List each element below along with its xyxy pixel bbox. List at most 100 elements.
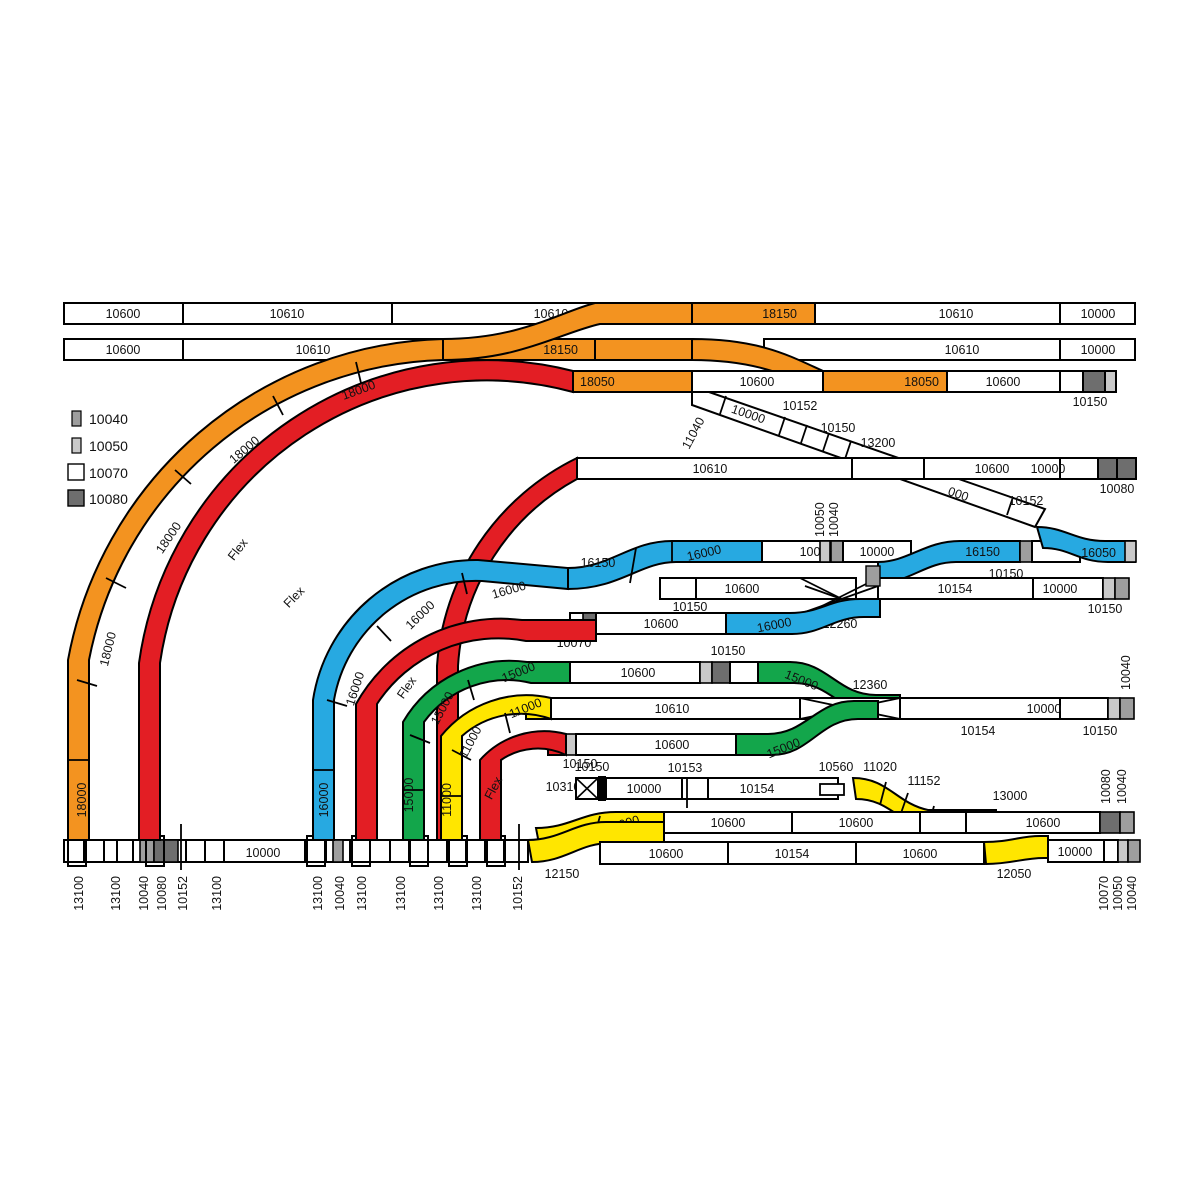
- segment-label: 10610: [939, 307, 974, 321]
- vertical-label-10040: 10040: [137, 876, 151, 911]
- blue-segment-16000[interactable]: [725, 598, 881, 635]
- vertical-label-10080: 10080: [1099, 769, 1113, 804]
- segment-filler[interactable]: [729, 661, 759, 684]
- arc-orange-18000[interactable]: [67, 337, 444, 841]
- arc-red-flex-1[interactable]: [138, 359, 574, 841]
- segment-label: 10610: [945, 343, 980, 357]
- legend-swatch-10050: [71, 437, 82, 454]
- segment-filler[interactable]: [851, 457, 925, 480]
- bottom-inline-label-10000b: 10000: [1058, 845, 1093, 859]
- vertical-label-10040: 10040: [827, 502, 841, 537]
- segment-10080[interactable]: [153, 839, 179, 863]
- row-2: 10600 10610 18150 18050 10610 10000: [63, 338, 1136, 361]
- vertical-label-13100: 13100: [355, 876, 369, 911]
- segment-filler[interactable]: [919, 811, 967, 834]
- segment-10050[interactable]: [1117, 839, 1129, 863]
- segment-10040[interactable]: [1019, 540, 1033, 563]
- row-12-above-label-10560: 10560: [819, 760, 854, 774]
- arc-red-flex-4[interactable]: [479, 730, 567, 841]
- segment-10153[interactable]: [681, 777, 709, 800]
- segment-10050[interactable]: [699, 661, 713, 684]
- turnout-ribbon-18150[interactable]: [442, 302, 693, 362]
- segment-label: 10000: [1027, 702, 1062, 716]
- segment-10040[interactable]: [1127, 839, 1141, 863]
- segment-10080b[interactable]: [1116, 457, 1137, 480]
- segment-filler[interactable]: [1059, 370, 1084, 393]
- vertical-label-10152: 10152: [176, 876, 190, 911]
- buffer-cross: [575, 777, 599, 800]
- segment-label: 10600: [740, 375, 775, 389]
- vertical-label-10080: 10080: [155, 876, 169, 911]
- arc-tick: [326, 699, 348, 707]
- segment-label: 10610: [296, 343, 331, 357]
- segment-10000[interactable]: [1059, 697, 1109, 720]
- segment-10050[interactable]: [819, 540, 831, 563]
- bottom-bar-left[interactable]: [63, 839, 529, 863]
- legend-label-10050: 10050: [89, 438, 128, 454]
- segment-10080[interactable]: [711, 661, 731, 684]
- segment-10610[interactable]: [763, 338, 1061, 361]
- blue-transition-16000[interactable]: [567, 540, 763, 591]
- segment-label: 10600: [621, 666, 656, 680]
- segment-10000[interactable]: [1059, 302, 1136, 325]
- segment-label: 18050: [904, 375, 939, 389]
- segment-10000[interactable]: [1059, 457, 1099, 480]
- segment-10150[interactable]: [659, 577, 697, 600]
- blue-tick: [629, 547, 637, 584]
- segment-10040[interactable]: [830, 540, 844, 563]
- slip-gray-block: [865, 565, 881, 587]
- row-6-label-16050: 16050: [1081, 546, 1116, 560]
- yellow-tick: [879, 781, 887, 806]
- diagonal-tick: [719, 395, 727, 415]
- segment-label: 18150: [762, 307, 797, 321]
- segment-10080[interactable]: [1082, 370, 1106, 393]
- segment-label: 10000: [860, 545, 895, 559]
- segment-10050[interactable]: [1124, 540, 1137, 563]
- green-segment-15000b[interactable]: [735, 700, 879, 756]
- row-11-below-label: 10150: [563, 757, 598, 771]
- segment-10040[interactable]: [1119, 811, 1135, 834]
- segment-10040[interactable]: [1119, 697, 1135, 720]
- row-3: 18050 10600 18050 10600 10150: [572, 370, 1117, 409]
- bottom-label-12150: 12150: [545, 867, 580, 881]
- legend-label-10040: 10040: [89, 411, 128, 427]
- segment-10050[interactable]: [1102, 577, 1116, 600]
- row-6-blue-upper: 16150 16000 10000 10050 10040 10000 1615…: [567, 502, 1137, 591]
- segment-label: 10154: [938, 582, 973, 596]
- segment-10040b[interactable]: [332, 839, 344, 863]
- segment-10050[interactable]: [1107, 697, 1121, 720]
- arc-tick: [272, 395, 284, 416]
- diagonal-tick: [844, 440, 852, 460]
- vertical-label-10152: 10152: [511, 876, 525, 911]
- arc-blue-16000[interactable]: [312, 558, 569, 841]
- diagonal-tick: [800, 424, 808, 444]
- segment-10560-symbol[interactable]: [819, 783, 845, 796]
- segment-18050[interactable]: [594, 338, 693, 361]
- segment-label: 10000: [1081, 307, 1116, 321]
- legend: 10040 10050 10070 10080: [67, 410, 128, 507]
- arc-green-15000[interactable]: [402, 659, 571, 841]
- vertical-label-13100: 13100: [210, 876, 224, 911]
- row-9-label-12360: 12360: [853, 678, 888, 692]
- arc-label-16000: 16000: [317, 783, 331, 818]
- vertical-label-10040: 10040: [333, 876, 347, 911]
- arc-red-flex-3[interactable]: [355, 617, 597, 841]
- segment-10070[interactable]: [1103, 839, 1119, 863]
- segment-label: 18150: [543, 343, 578, 357]
- row-6-label-16150: 16150: [581, 556, 616, 570]
- arc-yellow-11000[interactable]: [440, 694, 552, 841]
- segment-10050[interactable]: [1104, 370, 1117, 393]
- arc-tick: [467, 679, 475, 701]
- arc-group: [67, 337, 597, 841]
- arc-tick: [504, 712, 511, 734]
- segment-10040[interactable]: [1114, 577, 1130, 600]
- segment-10080[interactable]: [1097, 457, 1118, 480]
- segment-10610[interactable]: [814, 302, 1061, 325]
- row-10-below-label: 10154: [961, 724, 996, 738]
- diagonal-label-10152: 10152: [1009, 494, 1044, 508]
- segment-10000[interactable]: [1059, 338, 1136, 361]
- segment-10080[interactable]: [1099, 811, 1121, 834]
- vertical-label-13100: 13100: [109, 876, 123, 911]
- arc-label-15000: 15000: [402, 778, 416, 813]
- segment-label: 10600: [106, 343, 141, 357]
